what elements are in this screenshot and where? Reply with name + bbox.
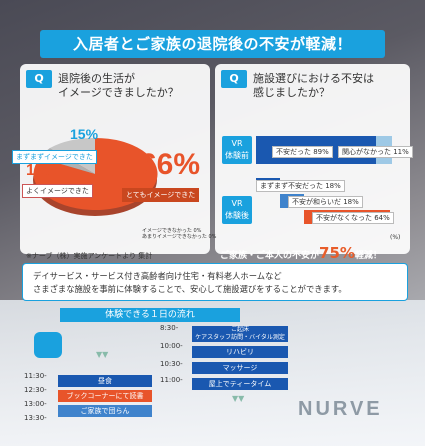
label-18: よくイメージできた <box>22 184 93 198</box>
label-after-somewhat: まずまず不安だった 18% <box>256 180 345 192</box>
label-66: とてもイメージできた <box>122 188 200 202</box>
time-1130: 11:30- <box>24 372 47 380</box>
event-wake: ご起床 ケアスタッフ訪問・バイタル測定 <box>192 326 288 342</box>
flow-header: 体験できる１日の流れ <box>60 308 240 322</box>
arrow-down-icon: ▼▼ <box>96 350 109 359</box>
note-a: イメージできなかった 0% <box>142 228 202 234</box>
desc-line-2: さまざまな施設を事前に体験することで、安心して施設選びをすることができます。 <box>33 284 347 294</box>
time-0830: 8:30- <box>160 324 179 332</box>
arrow-down-icon: ▼▼ <box>232 394 245 403</box>
time-1000: 10:00- <box>160 342 183 350</box>
pct-66: 66% <box>140 148 201 181</box>
label-after-eased: 不安が和らいだ 18% <box>288 196 363 208</box>
note-b: あまりイメージできなかった 0% <box>142 234 217 240</box>
character-icon <box>34 332 62 358</box>
conclusion-pre: ご家族・ご本人の不安が <box>220 251 320 261</box>
desc-line-1: デイサービス・サービス付き高齢者向け住宅・有料老人ホームなど <box>33 271 282 281</box>
title-banner: 入居者とご家族の退院後の不安が軽減！ <box>40 30 385 58</box>
vr-before-tag: VR 体験前 <box>222 136 252 164</box>
label-15: まずまずイメージできた <box>12 150 97 164</box>
conclusion-post: 軽減！ <box>354 251 382 261</box>
vr-after-tag: VR 体験後 <box>222 196 252 224</box>
question-2-text: 施設選びにおける不安は 感じましたか？ <box>253 72 374 99</box>
time-1100: 11:00- <box>160 376 183 384</box>
label-before-anxious: 不安だった 89% <box>272 146 333 158</box>
event-massage: マッサージ <box>192 362 288 374</box>
conclusion-text: ご家族・ご本人の不安が75%軽減！ <box>220 244 382 262</box>
nurve-logo: NURVE <box>298 398 383 420</box>
time-1330: 13:30- <box>24 414 47 422</box>
event-lunch: 昼食 <box>58 375 152 387</box>
question-1-text: 退院後の生活が イメージできましたか？ <box>58 72 179 99</box>
pct-15: 15% <box>70 126 99 142</box>
percent-unit: (%) <box>390 234 401 241</box>
label-before-uninterested: 関心がなかった 11% <box>338 146 413 158</box>
time-1300: 13:00- <box>24 400 47 408</box>
source-note: ※ナーブ（株）実施アンケートより 集計 <box>26 252 153 260</box>
page-title: 入居者とご家族の退院後の不安が軽減！ <box>72 35 352 53</box>
q-badge: Q <box>221 70 247 88</box>
event-rehab: リハビリ <box>192 346 288 358</box>
pct-18: 18% <box>26 162 59 179</box>
q-badge: Q <box>26 70 52 88</box>
conclusion-number: 75% <box>319 244 355 262</box>
description-box: デイサービス・サービス付き高齢者向け住宅・有料老人ホームなど さまざまな施設を事… <box>22 263 408 301</box>
label-after-gone: 不安がなくなった 64% <box>312 212 394 224</box>
time-1030: 10:30- <box>160 360 183 368</box>
event-family: ご家族で団らん <box>58 405 152 417</box>
event-tea: 屋上でティータイム <box>192 378 288 390</box>
event-reading: ブックコーナーにて読書 <box>58 390 152 402</box>
time-1230: 12:30- <box>24 386 47 394</box>
